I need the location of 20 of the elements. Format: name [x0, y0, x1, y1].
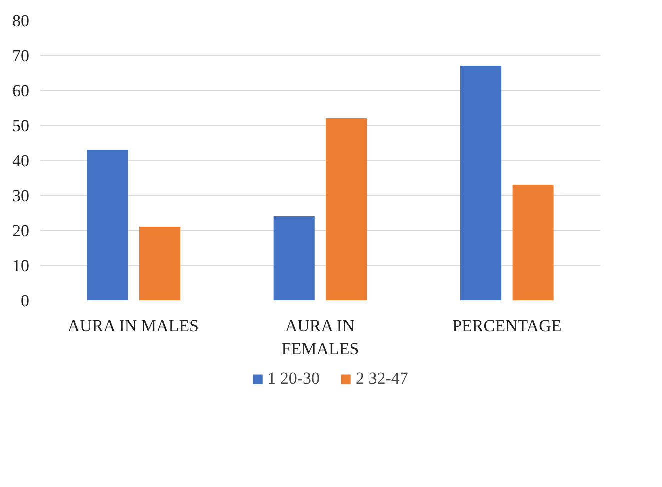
- bar: [139, 227, 180, 300]
- y-tick-label: 10: [12, 256, 30, 276]
- y-tick-label: 60: [12, 82, 30, 100]
- y-tick-label: 80: [12, 12, 30, 30]
- y-tick-label: 50: [12, 116, 30, 136]
- bar: [87, 150, 128, 300]
- bar: [460, 66, 502, 300]
- y-tick-label: 0: [21, 292, 30, 310]
- y-tick-label: 30: [12, 186, 30, 206]
- bar: [274, 216, 315, 300]
- y-tick-label: 40: [12, 152, 30, 170]
- legend-label: 1 20-30: [268, 369, 320, 389]
- x-tick-label: AURA IN MALES: [68, 316, 200, 336]
- y-tick-label: 20: [12, 222, 30, 240]
- bar: [512, 185, 554, 300]
- legend-label: 2 32-47: [356, 369, 408, 389]
- bar: [326, 118, 368, 300]
- x-tick-label: AURA IN FEMALES: [282, 316, 360, 358]
- y-tick-label: 70: [12, 46, 30, 66]
- x-tick-label: PERCENTAGE: [452, 316, 562, 336]
